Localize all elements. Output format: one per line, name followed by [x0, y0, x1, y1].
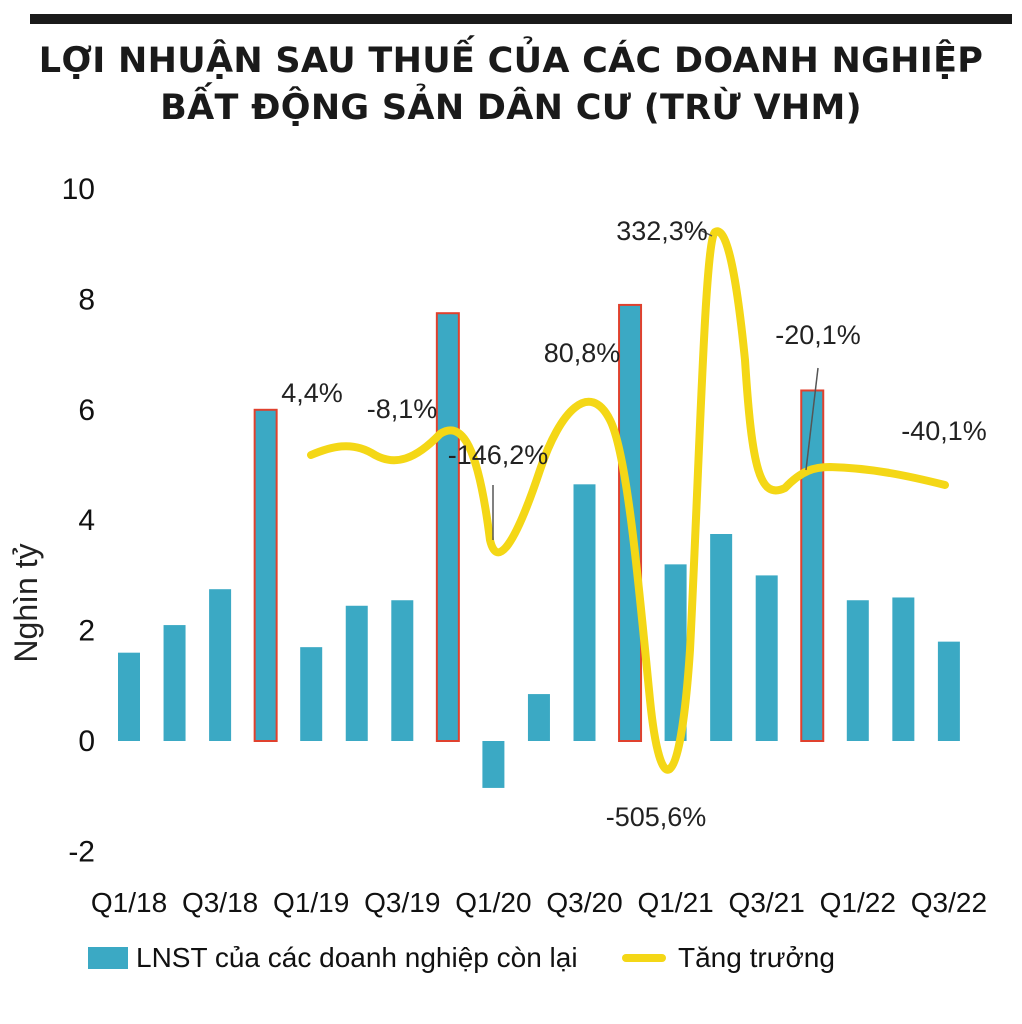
legend-line-label: Tăng trưởng	[678, 942, 835, 973]
bar-Q1-21	[664, 564, 687, 741]
x-tick-label: Q3/22	[911, 887, 987, 918]
x-tick-label: Q3/19	[364, 887, 440, 918]
x-tick-label: Q3/21	[729, 887, 805, 918]
bar-Q2-18	[163, 625, 186, 741]
bar-Q1-18	[118, 652, 140, 741]
bar-Q1-22	[846, 600, 869, 741]
bar-Q1-20	[482, 741, 505, 788]
bar-Q3-21	[755, 575, 778, 741]
legend-item-line: Tăng trưởng	[622, 938, 835, 978]
bar-Q1-19	[300, 647, 323, 741]
y-tick-label: 8	[78, 283, 95, 316]
bar-Q3-22	[937, 641, 960, 741]
x-tick-label: Q1/21	[637, 887, 713, 918]
annotation-leader	[699, 229, 713, 237]
y-axis-label: Nghìn tỷ	[8, 543, 44, 662]
bar-Q3-18	[209, 589, 232, 741]
growth-annotation: 332,3%	[616, 216, 708, 246]
title-line-1: LỢI NHUẬN SAU THUẾ CỦA CÁC DOANH NGHIỆP	[38, 41, 984, 81]
bar-Q4-18	[253, 408, 278, 742]
x-tick-label: Q3/20	[546, 887, 622, 918]
bar-Q3-20	[573, 484, 596, 741]
bar-Q2-20	[527, 694, 550, 741]
bar-Q2-22	[892, 597, 915, 741]
y-tick-label: 0	[78, 725, 95, 758]
bar-Q2-19	[345, 605, 368, 741]
x-tick-label: Q1/20	[455, 887, 531, 918]
y-tick-label: 2	[78, 615, 95, 648]
growth-annotation: 4,4%	[281, 378, 343, 408]
top-rule	[30, 14, 1012, 24]
x-tick-label: Q1/22	[820, 887, 896, 918]
legend-item-bars: LNST của các doanh nghiệp còn lại	[88, 938, 578, 978]
bar-Q4-21	[800, 389, 825, 742]
growth-annotation: 80,8%	[544, 338, 621, 368]
growth-annotation: -505,6%	[606, 802, 707, 832]
growth-annotation: -8,1%	[367, 394, 438, 424]
chart-title: LỢI NHUẬN SAU THUẾ CỦA CÁC DOANH NGHIỆP …	[0, 38, 1022, 132]
x-tick-label: Q3/18	[182, 887, 258, 918]
y-tick-label: 4	[78, 504, 95, 537]
legend-line-swatch	[622, 954, 666, 962]
legend-bar-label: LNST của các doanh nghiệp còn lại	[136, 942, 578, 973]
y-tick-label: 10	[62, 173, 95, 206]
bar-Q2-21	[710, 534, 733, 741]
x-tick-label: Q1/18	[91, 887, 167, 918]
growth-annotation: -40,1%	[901, 416, 987, 446]
growth-line	[307, 227, 949, 774]
growth-annotation: -146,2%	[448, 440, 549, 470]
y-tick-label: 6	[78, 394, 95, 427]
y-tick-label: -2	[68, 835, 95, 868]
legend-bar-swatch	[88, 947, 128, 969]
annotation-leader	[805, 367, 819, 471]
bar-Q4-19	[435, 312, 460, 742]
growth-annotation: -20,1%	[775, 320, 861, 350]
title-line-2: BẤT ĐỘNG SẢN DÂN CƯ (TRỪ VHM)	[160, 88, 862, 128]
bar-Q3-19	[391, 600, 414, 741]
x-tick-label: Q1/19	[273, 887, 349, 918]
